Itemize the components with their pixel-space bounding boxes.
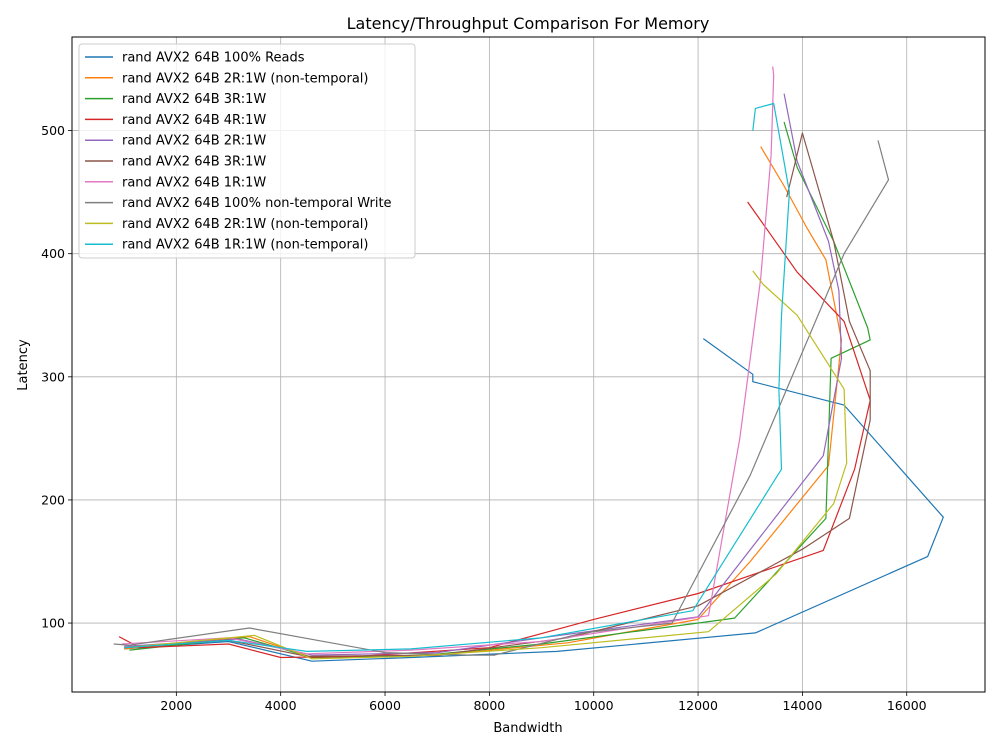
series-line-7 bbox=[121, 66, 775, 655]
y-tick-label: 500 bbox=[41, 123, 65, 138]
x-axis-label: Bandwidth bbox=[493, 721, 562, 736]
legend-label-2: rand AVX2 64B 2R:1W (non-temporal) bbox=[122, 71, 369, 86]
legend-label-6: rand AVX2 64B 3R:1W bbox=[122, 155, 266, 170]
legend-label-7: rand AVX2 64B 1R:1W bbox=[122, 175, 266, 190]
legend-label-10: rand AVX2 64B 1R:1W (non-temporal) bbox=[122, 238, 369, 253]
x-tick-label: 6000 bbox=[369, 698, 401, 713]
x-tick-label: 16000 bbox=[887, 698, 927, 713]
series-line-6 bbox=[124, 132, 871, 657]
series-line-10 bbox=[124, 102, 791, 653]
series-line-1 bbox=[124, 338, 944, 662]
series-layer bbox=[113, 66, 944, 662]
series-line-8 bbox=[113, 140, 890, 656]
legend-label-9: rand AVX2 64B 2R:1W (non-temporal) bbox=[122, 217, 369, 232]
ticks: 2000 4000 6000 8000 10000 12000 14000 16000 100 2… bbox=[41, 123, 927, 713]
legend-label-3: rand AVX2 64B 3R:1W bbox=[122, 92, 266, 107]
y-tick-label: 400 bbox=[41, 246, 65, 261]
series-line-4 bbox=[118, 201, 871, 659]
legend-label-1: rand AVX2 64B 100% Reads bbox=[122, 51, 305, 66]
x-tick-label: 2000 bbox=[160, 698, 192, 713]
series-line-9 bbox=[124, 270, 848, 660]
y-tick-label: 100 bbox=[41, 616, 65, 631]
legend: rand AVX2 64B 100% Reads rand AVX2 64B 2R… bbox=[78, 43, 416, 259]
x-tick-label: 12000 bbox=[678, 698, 718, 713]
legend-label-8: rand AVX2 64B 100% non-temporal Write bbox=[122, 196, 392, 211]
x-tick-label: 14000 bbox=[783, 698, 823, 713]
y-tick-label: 300 bbox=[41, 369, 65, 384]
y-tick-label: 200 bbox=[41, 492, 65, 507]
legend-label-5: rand AVX2 64B 2R:1W bbox=[122, 134, 266, 149]
y-axis-label: Latency bbox=[16, 339, 31, 391]
legend-box bbox=[78, 43, 416, 259]
x-tick-label: 8000 bbox=[473, 698, 505, 713]
x-tick-label: 4000 bbox=[265, 698, 297, 713]
chart-title: Latency/Throughput Comparison For Memory bbox=[347, 14, 710, 33]
plot-frame bbox=[71, 36, 986, 693]
legend-label-4: rand AVX2 64B 4R:1W bbox=[122, 113, 266, 128]
x-tick-label: 10000 bbox=[574, 698, 614, 713]
